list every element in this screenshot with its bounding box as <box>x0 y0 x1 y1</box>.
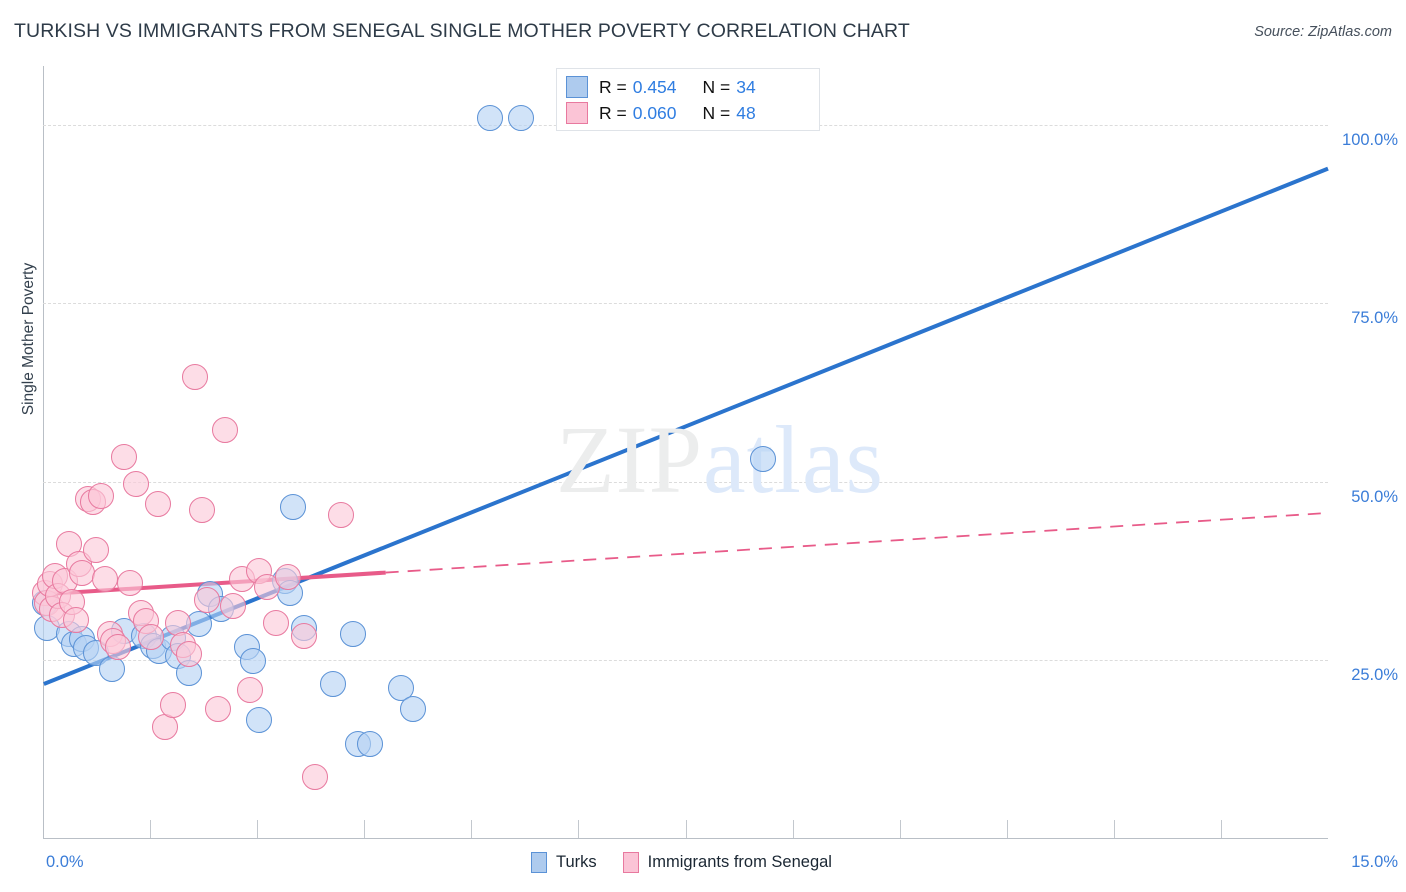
stats-n-value-turks: 34 <box>736 76 756 97</box>
stats-r-value-senegal: 0.060 <box>632 102 677 123</box>
legend-label-senegal[interactable]: Immigrants from Senegal <box>647 853 832 871</box>
scatter-point[interactable] <box>239 648 266 675</box>
scatter-point[interactable] <box>88 482 115 509</box>
stats-n-label-turks: N = <box>702 76 731 97</box>
stats-swatch-senegal <box>566 102 588 124</box>
x-tick-mark <box>257 820 259 838</box>
scatter-point[interactable] <box>83 537 110 563</box>
stats-n-label-senegal: N = <box>702 102 731 123</box>
scatter-point[interactable] <box>340 621 367 648</box>
legend-swatch-turks[interactable] <box>531 852 547 873</box>
scatter-point[interactable] <box>220 592 247 619</box>
scatter-point[interactable] <box>400 695 427 722</box>
x-axis-line <box>43 838 1328 839</box>
source-label: Source: ZipAtlas.com <box>1254 24 1392 40</box>
scatter-point[interactable] <box>508 105 535 132</box>
scatter-point[interactable] <box>117 569 144 596</box>
stats-swatch-turks <box>566 76 588 98</box>
stats-n-value-senegal: 48 <box>736 102 756 123</box>
scatter-point[interactable] <box>137 623 164 650</box>
stats-legend: R = 0.454 N = 34 R = 0.060 N = 48 <box>556 68 820 131</box>
scatter-point[interactable] <box>105 633 132 660</box>
legend-swatch-senegal[interactable] <box>622 852 639 873</box>
x-tick-label-min: 0.0% <box>46 853 84 871</box>
scatter-point[interactable] <box>194 586 221 613</box>
scatter-point[interactable] <box>749 445 776 472</box>
scatter-point[interactable] <box>182 363 209 390</box>
scatter-point[interactable] <box>245 707 272 734</box>
scatter-point[interactable] <box>98 656 125 683</box>
scatter-point[interactable] <box>189 497 216 524</box>
scatter-point[interactable] <box>185 611 212 638</box>
scatter-point[interactable] <box>204 695 231 722</box>
scatter-point[interactable] <box>477 105 504 132</box>
x-tick-mark <box>792 820 794 838</box>
x-tick-mark <box>364 820 366 838</box>
scatter-point[interactable] <box>111 444 138 471</box>
scatter-point[interactable] <box>319 671 346 698</box>
scatter-point[interactable] <box>211 416 238 443</box>
y-tick-label: 50.0% <box>1351 487 1398 506</box>
x-tick-mark <box>1113 820 1115 838</box>
scatter-point[interactable] <box>91 565 118 592</box>
x-tick-mark <box>1220 820 1222 838</box>
page-title: TURKISH VS IMMIGRANTS FROM SENEGAL SINGL… <box>14 20 910 42</box>
stats-r-value-turks: 0.454 <box>632 76 677 97</box>
scatter-point[interactable] <box>291 623 318 650</box>
scatter-point[interactable] <box>302 764 329 791</box>
x-tick-mark <box>471 820 473 838</box>
gridline <box>43 303 1328 305</box>
x-tick-mark <box>150 820 152 838</box>
scatter-point[interactable] <box>280 494 307 521</box>
scatter-point[interactable] <box>263 610 289 637</box>
y-tick-label: 100.0% <box>1342 131 1398 150</box>
scatter-point[interactable] <box>175 641 202 668</box>
gridline <box>43 659 1328 661</box>
gridline <box>43 481 1328 483</box>
scatter-point[interactable] <box>144 491 171 518</box>
y-tick-label: 75.0% <box>1351 309 1398 328</box>
scatter-point[interactable] <box>275 564 301 591</box>
stats-r-label-turks: R = <box>599 76 627 97</box>
x-tick-mark <box>578 820 580 838</box>
stats-r-label-senegal: R = <box>599 102 627 123</box>
series-legend: Turks Immigrants from Senegal <box>531 852 832 873</box>
x-tick-label-max: 15.0% <box>1351 853 1398 871</box>
legend-label-turks[interactable]: Turks <box>556 853 597 871</box>
scatter-point[interactable] <box>388 675 415 702</box>
x-tick-mark <box>685 820 687 838</box>
scatter-point[interactable] <box>328 502 355 529</box>
scatter-point[interactable] <box>160 692 187 719</box>
scatter-point[interactable] <box>122 471 149 498</box>
scatter-point[interactable] <box>151 713 178 740</box>
y-tick-label: 25.0% <box>1351 665 1398 684</box>
scatter-point[interactable] <box>237 676 264 703</box>
stats-row-senegal: R = 0.060 N = 48 <box>566 100 756 126</box>
x-tick-mark <box>899 820 901 838</box>
scatter-point[interactable] <box>357 730 384 757</box>
x-tick-mark <box>1006 820 1008 838</box>
scatter-point[interactable] <box>165 609 192 636</box>
scatter-point[interactable] <box>62 606 89 633</box>
plot-area <box>43 66 1328 838</box>
y-axis-label: Single Mother Poverty <box>20 262 37 416</box>
stats-row-turks: R = 0.454 N = 34 <box>566 74 756 100</box>
